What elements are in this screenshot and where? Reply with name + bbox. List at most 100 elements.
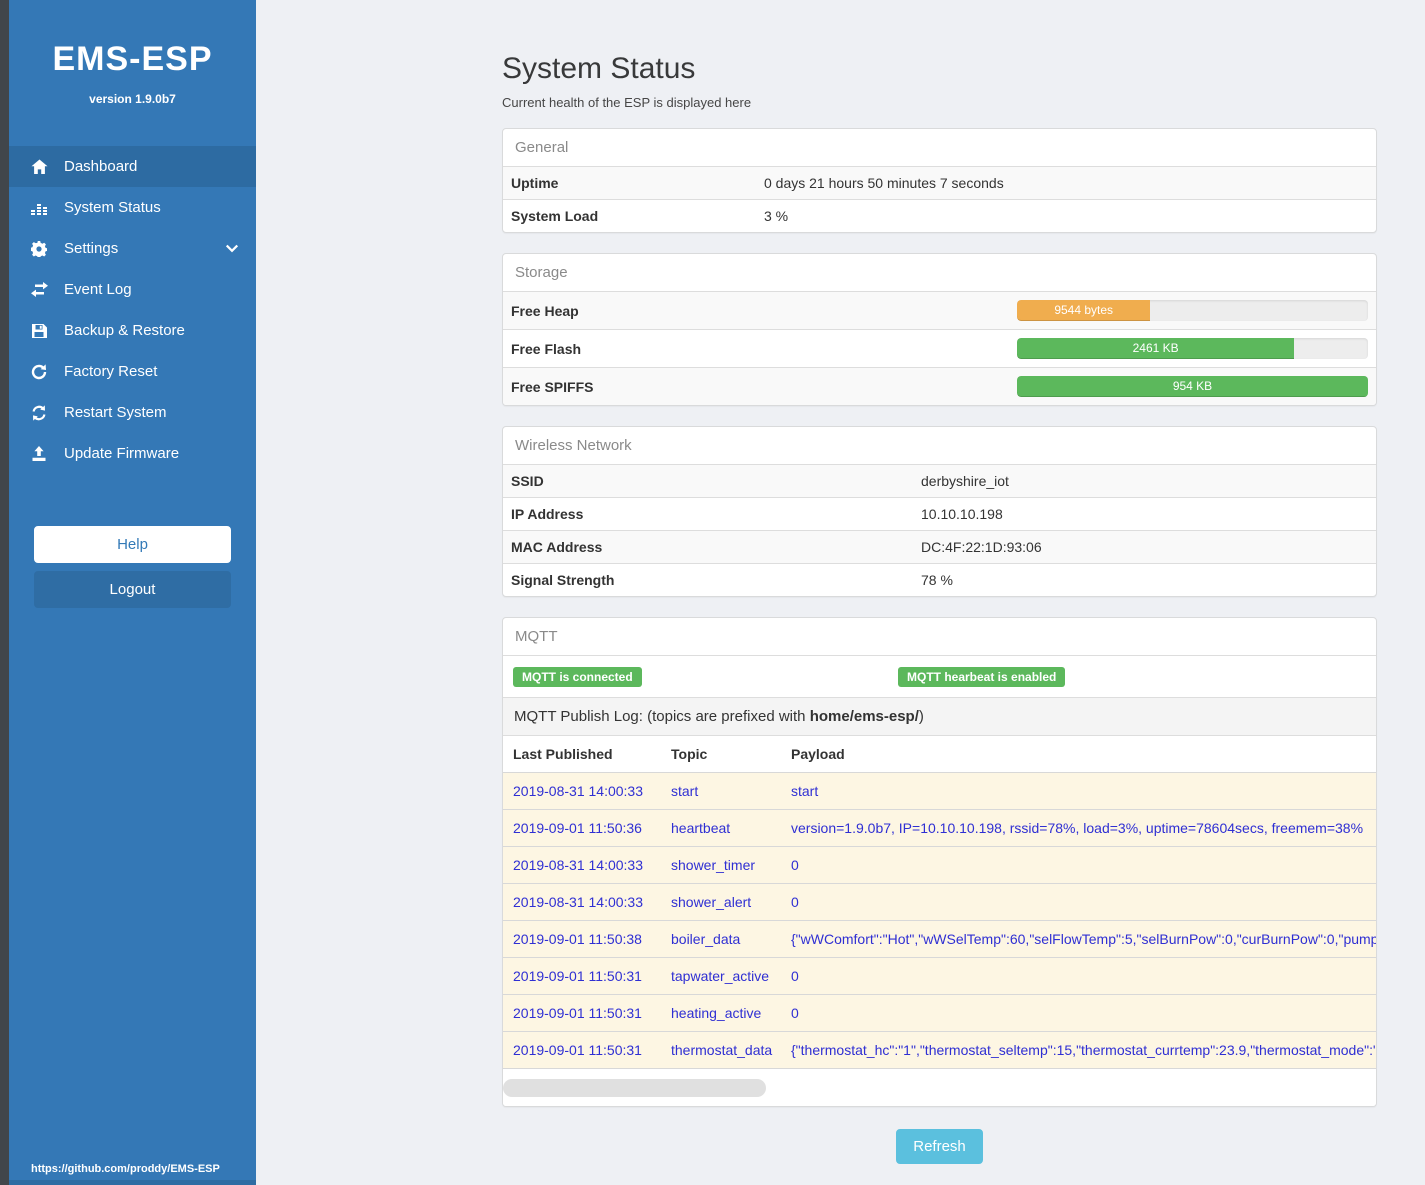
sidebar-item-settings[interactable]: Settings [9,228,256,269]
upload-icon [29,445,49,462]
log-row: 2019-09-01 11:50:36 heartbeat version=1.… [503,809,1376,847]
log-time: 2019-09-01 11:50:36 [503,809,661,847]
panel-wireless: Wireless Network SSID derbyshire_iot IP … [502,426,1377,597]
row-label: SSID [511,473,544,489]
log-payload: 0 [781,883,1376,921]
table-row: MAC Address DC:4F:22:1D:93:06 [503,530,1376,564]
log-payload: 0 [781,994,1376,1032]
row-label: Free Flash [511,340,582,357]
log-row: 2019-09-01 11:50:31 thermostat_data {"th… [503,1031,1376,1068]
mqtt-badge-row: MQTT is connected MQTT hearbeat is enabl… [503,655,1376,697]
log-topic: boiler_data [661,920,781,958]
row-label: MAC Address [511,539,603,555]
sidebar-item-backup-restore[interactable]: Backup & Restore [9,310,256,351]
row-value: derbyshire_iot [921,473,1009,489]
gear-icon [29,240,49,257]
log-row: 2019-09-01 11:50:31 heating_active 0 [503,994,1376,1032]
table-row: IP Address 10.10.10.198 [503,497,1376,531]
free-heap-progress-bar: 9544 bytes [1017,300,1151,321]
floppy-icon [29,323,49,339]
content: System Status Current health of the ESP … [502,0,1377,1164]
sidebar-item-label: Settings [64,240,119,257]
log-topic: heating_active [661,994,781,1032]
wireless-table: SSID derbyshire_iot IP Address 10.10.10.… [503,464,1376,596]
page-title: System Status [502,52,696,85]
row-value: 10.10.10.198 [921,506,1003,522]
row-value: 954 KB [1009,368,1376,406]
free-flash-progress-bar: 2461 KB [1017,338,1295,359]
log-payload: {"wWComfort":"Hot","wWSelTemp":60,"selFl… [781,920,1376,958]
help-button[interactable]: Help [34,526,231,563]
sidebar-item-label: Event Log [64,281,132,298]
sidebar-item-factory-reset[interactable]: Factory Reset [9,351,256,392]
home-icon [29,159,49,175]
log-payload: 0 [781,846,1376,884]
log-row: 2019-09-01 11:50:38 boiler_data {"wWComf… [503,920,1376,958]
sidebar-item-label: Dashboard [64,158,138,175]
sidebar-bottom-bar [9,1180,256,1185]
log-payload: start [781,772,1376,810]
github-link[interactable]: https://github.com/proddy/EMS-ESP [31,1163,220,1175]
panel-general: General Uptime 0 days 21 hours 50 minute… [502,128,1377,233]
log-payload: {"thermostat_hc":"1","thermostat_seltemp… [781,1031,1376,1068]
refresh-button[interactable]: Refresh [896,1129,983,1164]
main-area: System Status Current health of the ESP … [256,0,1425,1185]
sidebar-item-label: Update Firmware [64,445,180,462]
table-row: Free Flash 2461 KB [503,329,1376,368]
row-value: DC:4F:22:1D:93:06 [921,539,1042,555]
log-payload: version=1.9.0b7, IP=10.10.10.198, rssid=… [781,809,1376,847]
storage-table: Free Heap 9544 bytes Free Flash 2461 KB [503,291,1376,405]
row-value: 2461 KB [1009,330,1376,368]
log-payload: 0 [781,957,1376,995]
panel-mqtt: MQTT MQTT is connected MQTT hearbeat is … [502,617,1377,1107]
table-row: System Load 3 % [503,199,1376,233]
log-time: 2019-08-31 14:00:33 [503,846,661,884]
sidebar-item-label: Restart System [64,404,167,421]
log-topic: start [661,772,781,810]
row-label: IP Address [511,506,584,522]
log-topic: heartbeat [661,809,781,847]
column-header-last-published: Last Published [503,735,661,773]
sidebar-item-event-log[interactable]: Event Log [9,269,256,310]
row-value: 3 % [764,208,789,224]
mqtt-publish-log-caption: MQTT Publish Log: (topics are prefixed w… [503,697,1376,735]
log-time: 2019-09-01 11:50:31 [503,957,661,995]
publish-log-prefix: MQTT Publish Log: (topics are prefixed w… [514,708,810,725]
app-version: version 1.9.0b7 [89,92,176,106]
sidebar: EMS-ESP version 1.9.0b7 Dashboard System… [9,0,256,1185]
log-topic: thermostat_data [661,1031,781,1068]
log-row: 2019-08-31 14:00:33 shower_alert 0 [503,883,1376,921]
sidebar-item-system-status[interactable]: System Status [9,187,256,228]
log-header-row: Last Published Topic Payload [503,735,1376,773]
publish-log-suffix: ) [918,708,924,725]
panel-storage: Storage Free Heap 9544 bytes Free Flash … [502,253,1377,406]
sidebar-item-restart-system[interactable]: Restart System [9,392,256,433]
page-subtitle: Current health of the ESP is displayed h… [502,95,752,110]
logout-button[interactable]: Logout [34,571,231,608]
mqtt-connected-badge: MQTT is connected [513,667,642,687]
sidebar-item-update-firmware[interactable]: Update Firmware [9,433,256,474]
table-row: SSID derbyshire_iot [503,464,1376,498]
mqtt-log-table: Last Published Topic Payload 2019-08-31 … [503,735,1376,1068]
free-flash-progress-track: 2461 KB [1017,338,1368,359]
free-spiffs-progress-bar: 954 KB [1017,376,1368,397]
system-status-icon [29,200,49,216]
log-row: 2019-08-31 14:00:33 shower_timer 0 [503,846,1376,884]
sidebar-item-dashboard[interactable]: Dashboard [9,146,256,187]
table-row: Free Heap 9544 bytes [503,291,1376,330]
log-row: 2019-08-31 14:00:33 start start [503,772,1376,810]
log-topic: shower_alert [661,883,781,921]
log-topic: tapwater_active [661,957,781,995]
row-label: System Load [511,208,599,224]
sidebar-nav: Dashboard System Status Settings [9,146,256,474]
row-label: Free Heap [511,302,579,319]
horizontal-scrollbar-thumb[interactable] [503,1079,766,1097]
free-spiffs-progress-track: 954 KB [1017,376,1368,397]
log-time: 2019-08-31 14:00:33 [503,772,661,810]
log-time: 2019-09-01 11:50:31 [503,994,661,1032]
log-time: 2019-09-01 11:50:38 [503,920,661,958]
row-value: 0 days 21 hours 50 minutes 7 seconds [764,175,1004,191]
log-row: 2019-09-01 11:50:31 tapwater_active 0 [503,957,1376,995]
panel-general-heading: General [515,139,569,156]
panel-mqtt-heading: MQTT [515,628,558,645]
